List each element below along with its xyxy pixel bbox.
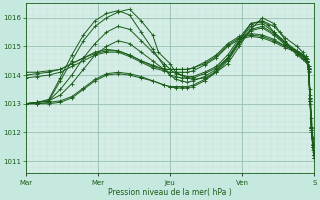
X-axis label: Pression niveau de la mer( hPa ): Pression niveau de la mer( hPa ) (108, 188, 232, 197)
